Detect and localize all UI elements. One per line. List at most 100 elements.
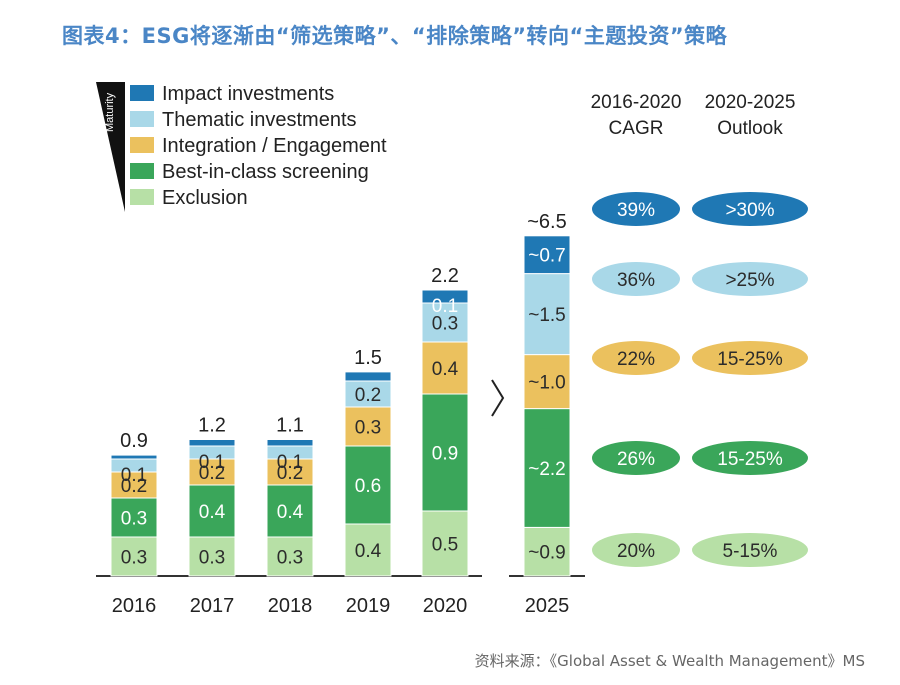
bar-value-label: 0.2 [277, 463, 303, 484]
bar-segment-2019-best-in-class-screening [344, 445, 392, 525]
bar-value-label: ~0.9 [528, 543, 566, 564]
outlook-value: 15-25% [717, 449, 783, 470]
bar-segment-2020-exclusion [421, 510, 469, 577]
bar-total-label: 2.2 [431, 265, 459, 287]
bar-segment-2019-impact-investments [344, 371, 392, 382]
outlook-pill [692, 262, 808, 296]
outlook-value: >30% [725, 200, 774, 221]
legend-swatch [130, 85, 154, 101]
legend-swatch [130, 163, 154, 179]
bar-segment-2025-integration-engagement [523, 354, 571, 410]
chevron-right-icon [491, 379, 505, 417]
bar-value-label: 0.4 [432, 359, 459, 380]
x-tick-label: 2017 [190, 595, 235, 617]
bar-segment-2017-exclusion [188, 536, 236, 577]
table-header-outlook: 2020-2025 [705, 92, 796, 113]
bar-value-label: ~0.7 [528, 246, 566, 267]
bar-value-label: ~2.2 [528, 459, 566, 480]
x-tick-label: 2025 [525, 595, 570, 617]
cagr-value: 26% [617, 449, 655, 470]
outlook-value: 15-25% [717, 349, 783, 370]
bar-value-label: 0.3 [121, 548, 147, 569]
bar-value-label: 0.2 [121, 476, 147, 497]
cagr-value: 36% [617, 270, 655, 291]
table-header-outlook: Outlook [717, 118, 783, 139]
x-tick-label: 2019 [346, 595, 391, 617]
cagr-value: 22% [617, 349, 655, 370]
cagr-value: 39% [617, 200, 655, 221]
bar-segment-2016-best-in-class-screening [110, 497, 158, 538]
legend-swatch [130, 111, 154, 127]
legend-label: Best-in-class screening [162, 161, 369, 183]
bar-value-label: ~1.0 [528, 373, 566, 394]
outlook-pill [692, 192, 808, 226]
legend-label: Impact investments [162, 83, 334, 105]
bar-value-label: 0.9 [432, 444, 458, 465]
bar-value-label: 0.5 [432, 535, 458, 556]
bar-segment-2016-impact-investments [110, 454, 158, 460]
maturity-triangle-icon [96, 82, 125, 212]
legend-label: Exclusion [162, 187, 248, 209]
bar-segment-2018-exclusion [266, 536, 314, 577]
bar-value-label: 0.3 [355, 418, 381, 439]
cagr-pill [592, 441, 680, 475]
legend-swatch [130, 137, 154, 153]
bar-value-label: 0.3 [432, 314, 458, 335]
cagr-pill [592, 262, 680, 296]
x-tick-label: 2016 [112, 595, 157, 617]
legend-label: Thematic investments [162, 109, 357, 131]
bar-value-label: 0.3 [199, 548, 225, 569]
cagr-pill [592, 533, 680, 567]
bar-segment-2018-best-in-class-screening [266, 484, 314, 538]
cagr-value: 20% [617, 541, 655, 562]
bar-value-label: 0.2 [355, 385, 381, 406]
bar-value-label: 0.1 [199, 452, 225, 473]
bar-segment-2025-impact-investments [523, 235, 571, 275]
outlook-value: 5-15% [723, 541, 778, 562]
outlook-value: >25% [725, 270, 774, 291]
bar-value-label: 0.4 [277, 502, 304, 523]
legend-label: Integration / Engagement [162, 135, 387, 157]
bar-value-label: 0.3 [121, 509, 147, 530]
bar-segment-2017-integration-engagement [188, 458, 236, 486]
bar-segment-2025-exclusion [523, 526, 571, 577]
bar-value-label: 0.4 [199, 502, 226, 523]
bar-segment-2025-best-in-class-screening [523, 408, 571, 528]
x-tick-label: 2020 [423, 595, 468, 617]
bar-segment-2018-impact-investments [266, 439, 314, 447]
bar-total-label: 1.1 [276, 415, 304, 437]
x-tick-label: 2018 [268, 595, 313, 617]
bar-value-label: 0.1 [121, 465, 147, 486]
bar-total-label: ~6.5 [527, 211, 566, 233]
page-title: 图表4：ESG将逐渐由“筛选策略”、“排除策略”转向“主题投资”策略 [62, 24, 728, 48]
bar-segment-2019-thematic-investments [344, 380, 392, 408]
bar-value-label: 0.6 [355, 476, 381, 497]
bar-segment-2017-impact-investments [188, 439, 236, 447]
bar-segment-2019-exclusion [344, 523, 392, 577]
legend-swatch [130, 189, 154, 205]
bar-segment-2020-integration-engagement [421, 341, 469, 395]
outlook-pill [692, 341, 808, 375]
bar-segment-2020-impact-investments [421, 289, 469, 304]
bar-value-label: 0.2 [199, 463, 225, 484]
cagr-pill [592, 192, 680, 226]
outlook-pill [692, 441, 808, 475]
outlook-pill [692, 533, 808, 567]
table-header-cagr: 2016-2020 [591, 92, 682, 113]
bar-value-label: 0.4 [355, 541, 382, 562]
bar-value-label: 0.1 [432, 296, 458, 317]
bar-value-label: 0.3 [277, 548, 303, 569]
bar-segment-2018-integration-engagement [266, 458, 314, 486]
source-note: 资料来源：《Global Asset & Wealth Management》M… [474, 652, 865, 670]
bar-segment-2019-integration-engagement [344, 406, 392, 447]
bar-total-label: 1.2 [198, 415, 226, 437]
cagr-pill [592, 341, 680, 375]
bar-segment-2016-exclusion [110, 536, 158, 577]
bar-segment-2025-thematic-investments [523, 273, 571, 356]
maturity-label: Maturity [104, 92, 116, 132]
bar-value-label: 0.1 [277, 452, 303, 473]
bar-segment-2017-best-in-class-screening [188, 484, 236, 538]
table-header-cagr: CAGR [609, 118, 664, 139]
bar-total-label: 0.9 [120, 430, 148, 452]
